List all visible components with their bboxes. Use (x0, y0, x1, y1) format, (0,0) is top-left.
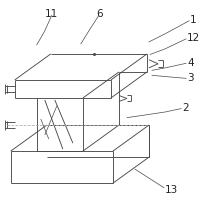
Text: 12: 12 (187, 33, 200, 43)
Text: 4: 4 (187, 58, 194, 68)
Text: 6: 6 (96, 9, 103, 19)
Text: 11: 11 (45, 9, 58, 19)
Text: 2: 2 (182, 103, 189, 113)
Text: 3: 3 (187, 73, 194, 83)
Text: 13: 13 (165, 185, 178, 195)
Text: 1: 1 (190, 15, 197, 25)
